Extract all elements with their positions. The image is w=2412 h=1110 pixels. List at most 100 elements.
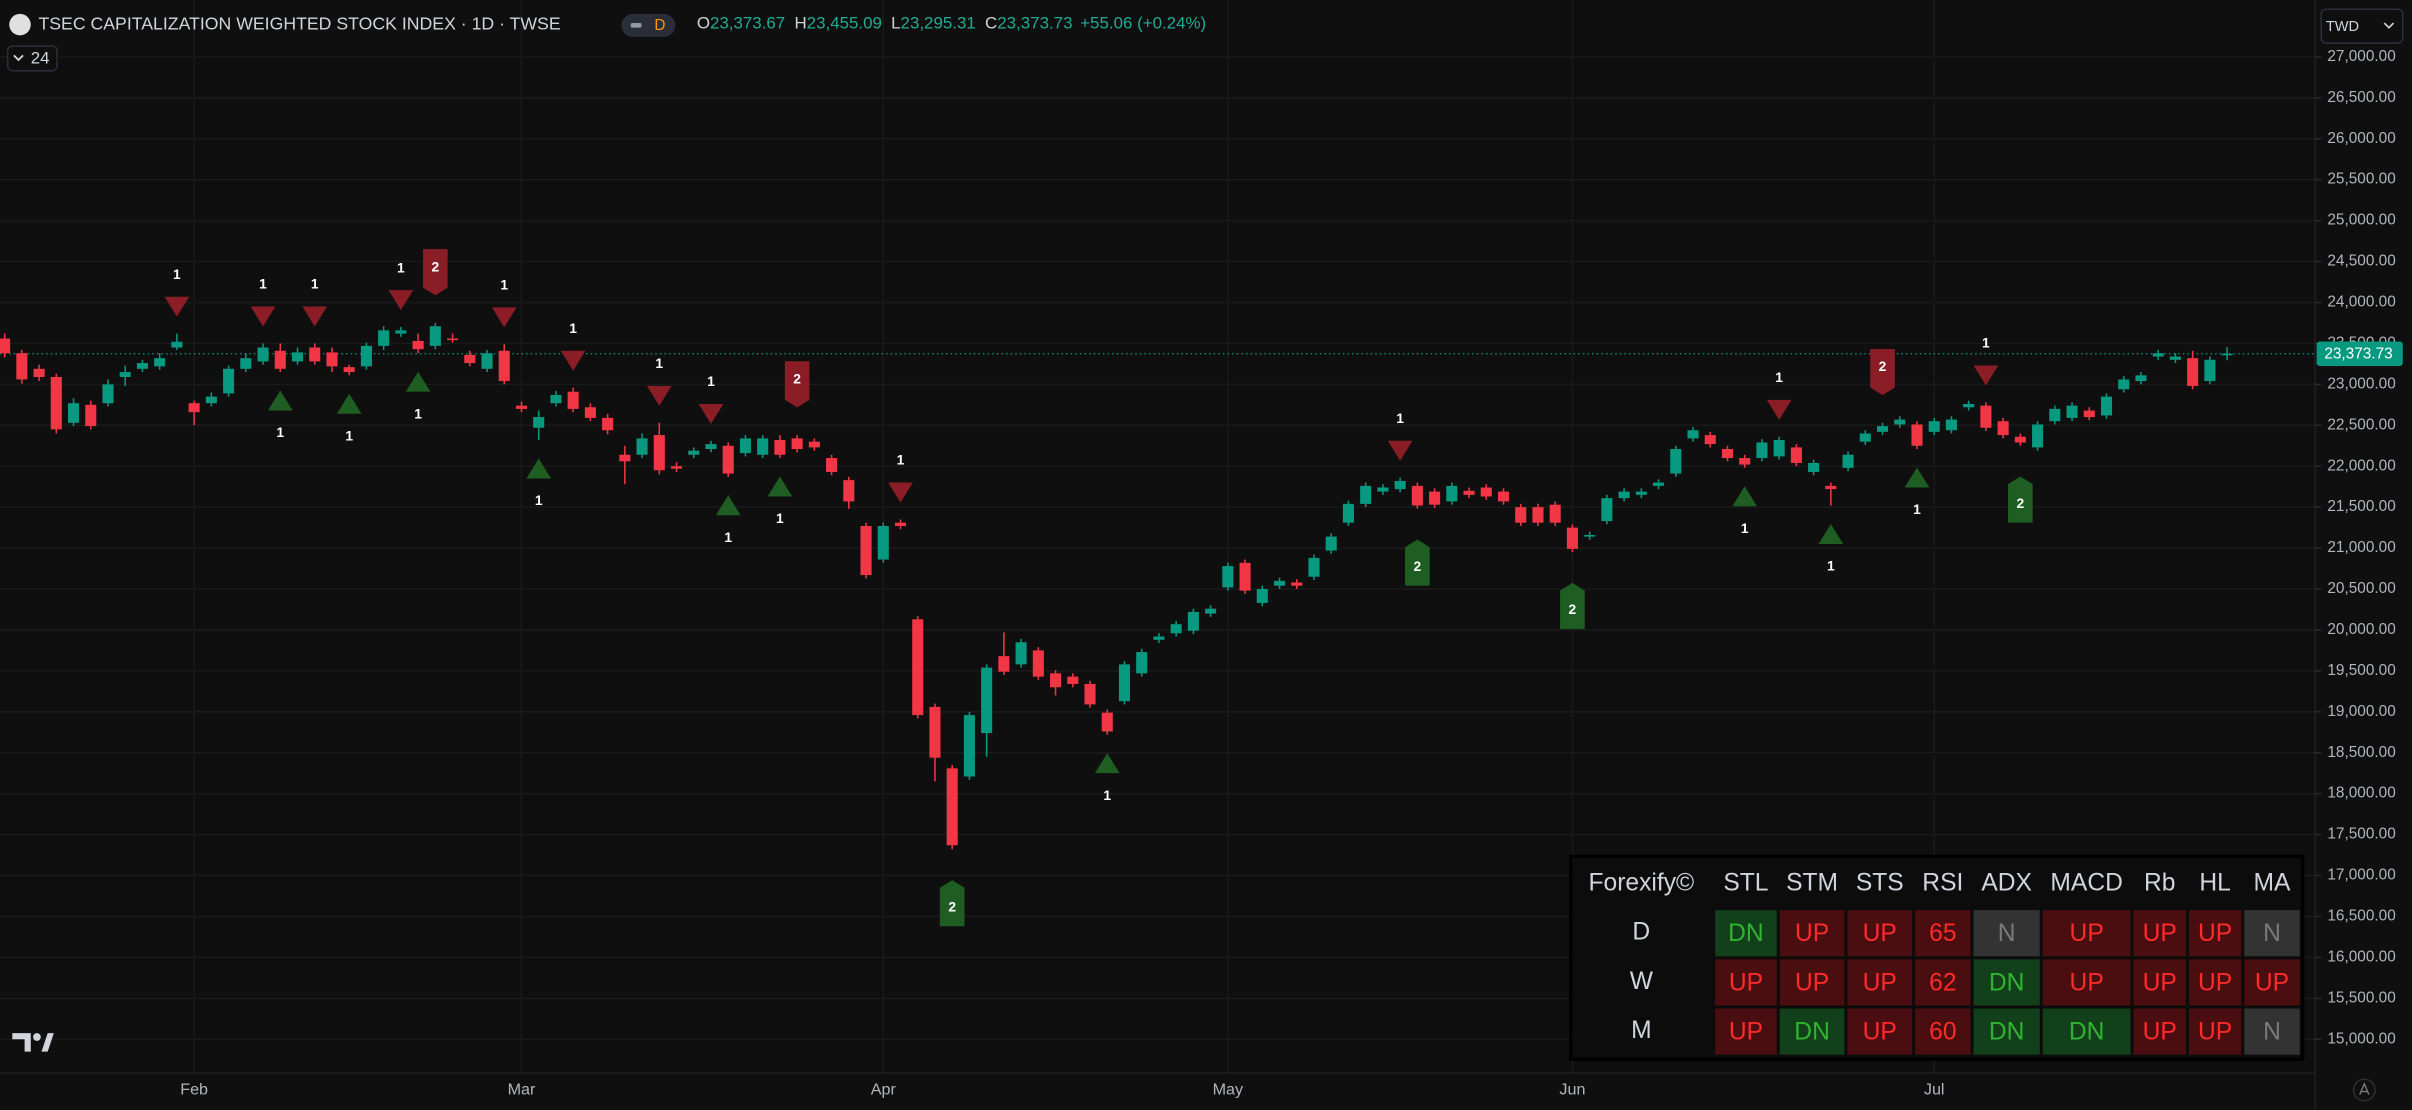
signal-label: 1: [173, 266, 181, 282]
y-tick-label: 20,500.00: [2327, 580, 2395, 597]
cell-text: UP: [2198, 920, 2232, 947]
y-tick-label: 22,000.00: [2327, 457, 2395, 474]
sell-arrow: [1973, 365, 1999, 386]
cell-bg: [2042, 910, 2131, 957]
candle-body: [1411, 485, 1423, 506]
ohlc-key: C: [985, 14, 997, 33]
candle-body: [1291, 582, 1303, 586]
sell-arrow: [302, 306, 328, 327]
buy-arrow: [267, 390, 293, 411]
candle-body: [481, 353, 493, 369]
ohlc-value: 23,373.73: [997, 14, 1072, 33]
buy-box: [1560, 582, 1585, 630]
sell-arrow: [388, 290, 414, 311]
cell-bg: [1973, 959, 2040, 1006]
candle-body: [1635, 491, 1647, 495]
cell-text: UP: [1729, 1019, 1763, 1046]
candle-body: [1808, 462, 1820, 472]
status-pill[interactable]: [621, 13, 676, 37]
candle-body: [102, 384, 114, 404]
candle-body: [1756, 442, 1768, 459]
sell-arrow: [250, 306, 276, 327]
y-tick-label: 18,000.00: [2327, 785, 2395, 802]
x-tick-label: Jun: [1559, 1080, 1585, 1098]
y-tick-label: 25,000.00: [2327, 212, 2395, 229]
candle-body: [1050, 673, 1062, 688]
x-tick-label: May: [1213, 1080, 1244, 1098]
candle-body: [946, 768, 958, 846]
auto-scale-button[interactable]: [2352, 1078, 2376, 1102]
buy-arrow: [336, 393, 362, 414]
signal-label: 1: [500, 276, 508, 292]
signal-label: 1: [345, 427, 353, 443]
interval-badge: D: [654, 17, 665, 34]
candle-body: [1187, 611, 1199, 631]
candle-body: [877, 525, 889, 560]
cell-text: DN: [2069, 1019, 2105, 1046]
y-tick-label: 21,500.00: [2327, 498, 2395, 515]
logo-part: [41, 1033, 54, 1052]
candle-body: [584, 407, 596, 418]
sell-arrow: [888, 482, 913, 503]
candle-body: [429, 326, 441, 346]
tv-logo: [12, 1033, 54, 1052]
candle-body: [533, 417, 545, 428]
candle-body: [1980, 405, 1992, 428]
candle-body: [33, 368, 45, 377]
candle-body: [1446, 485, 1458, 502]
candle-body: [1377, 487, 1389, 492]
candle-body: [705, 444, 717, 450]
price-axis: 15,000.00 15,500.00 16,000.00 16,500.00 17,0…: [180, 48, 2403, 1098]
pill-icon: [630, 23, 642, 28]
candle-body: [1084, 683, 1096, 705]
cell-text: N: [1998, 920, 2016, 947]
cell-bg: [2188, 1008, 2242, 1055]
column-header: Rb: [2144, 870, 2175, 897]
y-tick-label: 15,000.00: [2327, 1030, 2395, 1047]
candle-body: [1670, 449, 1682, 474]
cell-text: UP: [2198, 1019, 2232, 1046]
cell-text: UP: [2198, 969, 2232, 996]
cell-bg: [1847, 959, 1913, 1006]
cell-bg: [1973, 1008, 2040, 1055]
sell-arrow: [1766, 399, 1792, 420]
plot: 1 1 1 1 1 1 1 1 1 1 1 1 2 2 2 1 1 1 1 1 1 1 1 1 1 2 2 2 2: [0, 249, 2316, 927]
symbol-icon: [9, 13, 31, 36]
y-tick-label: 21,000.00: [2327, 539, 2395, 556]
candle-body: [1739, 458, 1751, 465]
candle-body: [2014, 436, 2026, 443]
signal-label: 1: [414, 405, 422, 421]
logo-part: [12, 1033, 31, 1052]
candle-body: [1497, 491, 1510, 502]
candle-body: [1067, 676, 1079, 684]
candle-body: [274, 350, 286, 369]
x-tick-label: Apr: [871, 1080, 897, 1098]
currency-button[interactable]: [2320, 8, 2404, 44]
y-tick-label: 16,000.00: [2327, 948, 2395, 965]
candle-body: [860, 525, 872, 576]
y-tick-label: 18,500.00: [2327, 744, 2395, 761]
signal-label: 2: [948, 898, 956, 914]
candle-body: [1136, 652, 1148, 674]
candle-body: [1032, 650, 1044, 677]
candle-body: [136, 363, 148, 369]
column-header: HL: [2199, 870, 2230, 897]
candle-body: [2135, 375, 2147, 382]
candle-body: [843, 480, 855, 502]
candle-body: [1273, 580, 1286, 586]
buy-box: [2008, 476, 2033, 523]
row-label: M: [1631, 1017, 1652, 1044]
ohlc-value: 23,295.31: [901, 14, 976, 33]
sell-arrow: [164, 296, 190, 317]
candle-body: [515, 405, 528, 409]
collapse-button[interactable]: [6, 45, 58, 72]
candle-body: [0, 338, 11, 354]
cell-text: UP: [1863, 1019, 1897, 1046]
signal-label: 1: [897, 452, 905, 468]
candle-body: [2169, 356, 2181, 360]
candle-body: [826, 458, 838, 472]
ohlc-key: O: [697, 14, 710, 33]
signal-label: 1: [1396, 410, 1404, 426]
signal-label: 1: [259, 276, 267, 292]
cell-text: DN: [1794, 1019, 1830, 1046]
